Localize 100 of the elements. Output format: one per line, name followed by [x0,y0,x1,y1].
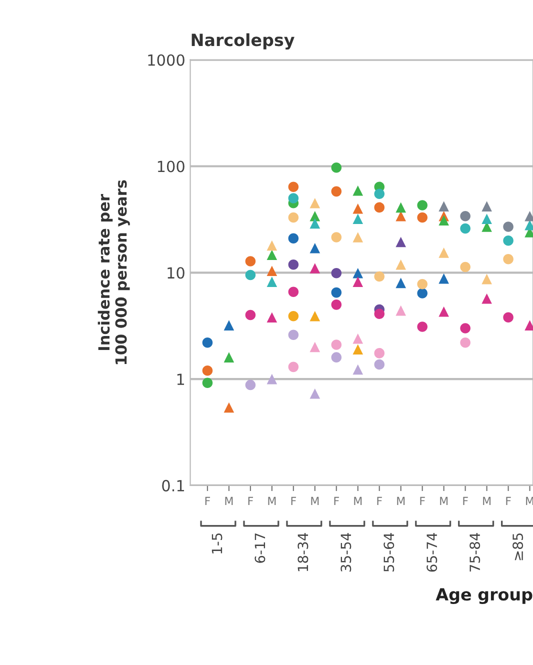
point [331,162,342,173]
point [396,278,406,288]
point [310,210,320,222]
point [352,364,364,375]
point [202,378,213,388]
point [266,250,278,260]
x-tick-label: M [225,496,233,506]
point [310,242,320,254]
x-tick-label: M [354,496,362,506]
x-tick-label: F [463,496,468,506]
point [374,308,385,319]
y-tick-label: 1000 [148,54,184,66]
point [288,193,299,204]
point [266,374,278,384]
point [374,202,385,213]
y-axis-title: Incidence rate per 100 000 person years [98,180,130,364]
point [396,259,406,270]
x-tick-label: M [311,496,319,506]
point [245,310,256,320]
point [288,212,299,223]
point [331,340,342,350]
point [224,402,234,413]
text: ≥85 [512,533,524,560]
x-tick-label: F [334,496,339,506]
point [396,305,406,316]
text: 65-74 [426,533,438,572]
point [331,352,342,362]
point [417,288,428,298]
point [266,276,278,287]
y-tick-label: 10 [168,267,184,279]
text: 55-64 [384,533,394,572]
point [352,232,364,242]
point [352,203,364,214]
point [202,365,213,376]
point [503,222,514,232]
y-tick-label: 100 [158,160,184,172]
point [310,388,320,399]
point [396,202,406,213]
x-tick-label: M [483,496,491,506]
text: 18-34 [298,533,308,572]
point [438,273,449,284]
point [374,348,385,358]
x-tick-label: M [397,496,405,506]
point [288,362,299,372]
point [310,218,320,229]
point [331,287,342,298]
point [417,212,428,223]
point [310,342,320,352]
point [266,240,278,251]
point [288,330,299,340]
point [266,266,278,276]
x-tick-label: M [440,496,448,506]
x-tick-label: F [291,496,296,506]
point [245,256,256,266]
point [288,182,299,192]
point [352,268,364,278]
point [266,312,278,323]
point [331,232,342,242]
point [482,201,492,212]
point [374,359,385,370]
text: 75-84 [470,533,480,572]
point [460,323,470,334]
point [331,300,342,310]
y-tick-label: 0.1 [162,480,184,492]
point [417,322,428,332]
point [352,344,364,355]
point [352,333,364,344]
point [417,200,428,210]
point [352,185,364,196]
point [224,352,234,362]
x-tick-label: M [526,496,533,506]
point [396,236,406,248]
point [503,254,514,264]
point [438,215,449,226]
text: 6-17 [254,533,266,563]
point [460,210,470,222]
chart-title: Narcolepsy [192,33,294,50]
point [245,270,256,280]
point [331,186,342,197]
point [245,380,256,390]
point [331,268,342,278]
point [352,276,364,287]
point [288,233,299,244]
point [438,201,449,212]
point [224,320,234,330]
x-tick-label: F [248,496,253,506]
point [482,214,492,224]
point [310,198,320,208]
point [202,337,213,348]
point [288,311,299,322]
point [460,337,470,348]
point [288,259,299,270]
x-tick-label: F [420,496,425,506]
point [374,188,385,200]
point [460,223,470,234]
point [503,312,514,323]
x-tick-label: F [506,496,511,506]
x-tick-label: F [377,496,382,506]
point [438,306,449,317]
point [460,262,470,272]
